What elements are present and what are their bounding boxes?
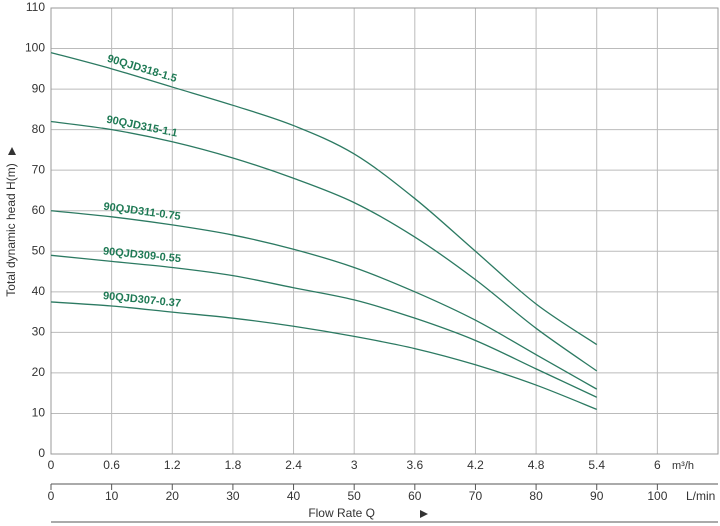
x2-tick-label: 100 — [647, 489, 667, 503]
y-axis-title: Total dynamic head H(m) — [4, 163, 18, 296]
curve — [50, 254, 598, 398]
y-tick-label: 50 — [32, 243, 46, 257]
y-tick-label: 100 — [25, 41, 45, 55]
x2-tick-label: 40 — [287, 489, 301, 503]
y-tick-label: 110 — [26, 0, 45, 14]
x-axis-title: Flow Rate Q — [308, 506, 375, 520]
y-tick-label: 70 — [32, 162, 46, 176]
x-tick-label: 0.6 — [103, 458, 120, 472]
x2-tick-label: 90 — [590, 489, 604, 503]
x-unit: m³/h — [672, 460, 694, 472]
x2-tick-label: 10 — [105, 489, 119, 503]
curve — [50, 210, 598, 390]
x-tick-label: 3.6 — [406, 458, 423, 472]
y-tick-label: 40 — [32, 284, 46, 298]
axis-arrow — [8, 147, 16, 155]
curve — [50, 51, 598, 346]
x2-tick-label: 30 — [226, 489, 240, 503]
x-tick-label: 4.2 — [467, 458, 484, 472]
x-tick-label: 3 — [351, 458, 358, 472]
x-tick-label: 0 — [48, 458, 55, 472]
x2-tick-label: 70 — [469, 489, 483, 503]
y-tick-label: 10 — [32, 406, 46, 420]
x-tick-label: 5.4 — [588, 458, 605, 472]
y-tick-label: 90 — [32, 81, 46, 95]
x-tick-label: 1.8 — [225, 458, 242, 472]
y-tick-label: 0 — [38, 446, 45, 460]
y-tick-label: 20 — [32, 365, 46, 379]
x-tick-label: 4.8 — [528, 458, 545, 472]
x2-tick-label: 50 — [348, 489, 362, 503]
x2-unit: L/min — [686, 489, 715, 503]
y-tick-label: 60 — [32, 203, 46, 217]
x2-tick-label: 60 — [408, 489, 422, 503]
y-tick-label: 80 — [32, 122, 46, 136]
x-tick-label: 6 — [654, 458, 661, 472]
x-tick-label: 1.2 — [164, 458, 181, 472]
x2-tick-label: 20 — [166, 489, 180, 503]
curve — [50, 301, 597, 411]
y-tick-label: 30 — [32, 325, 46, 339]
x2-tick-label: 0 — [48, 489, 55, 503]
x-tick-label: 2.4 — [285, 458, 302, 472]
x2-tick-label: 80 — [529, 489, 543, 503]
plot-frame — [50, 7, 719, 455]
axis-arrow — [420, 510, 428, 518]
curve — [50, 120, 598, 372]
